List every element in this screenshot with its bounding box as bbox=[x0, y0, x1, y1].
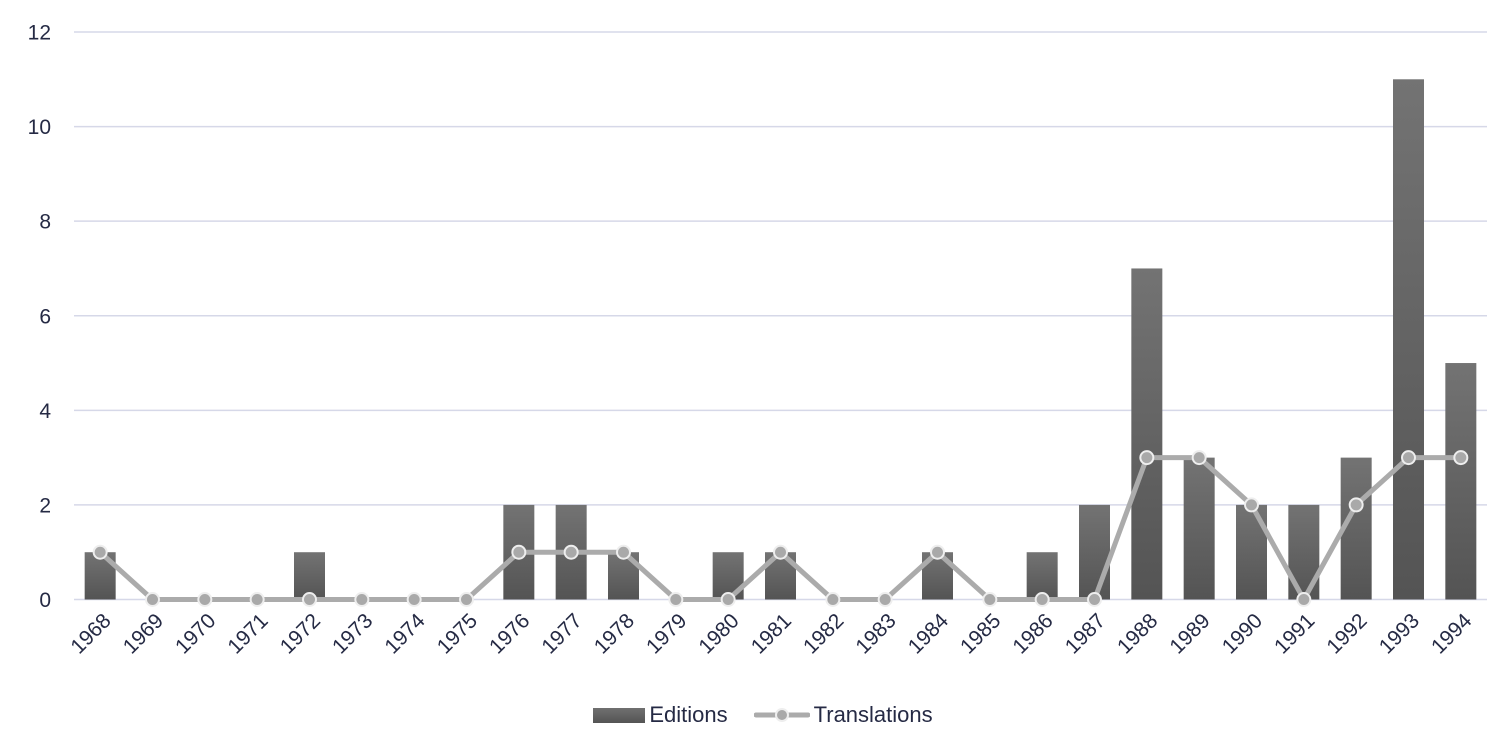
marker-translations bbox=[1348, 497, 1364, 513]
bar-editions bbox=[294, 552, 325, 600]
marker-translations bbox=[1296, 592, 1312, 607]
y-axis: 0 2 4 6 8 10 12 bbox=[28, 22, 52, 613]
y-tick-label: 0 bbox=[39, 589, 51, 612]
x-tick-label: 1977 bbox=[537, 609, 586, 658]
marker-translations bbox=[145, 592, 160, 607]
translations-line bbox=[92, 450, 1469, 607]
marker-translations bbox=[249, 592, 265, 607]
x-tick-label: 1981 bbox=[747, 609, 796, 658]
marker-translations bbox=[616, 544, 631, 560]
x-axis: 1968 1969 1970 1971 1972 1973 1974 1975 1976 1977… bbox=[66, 609, 1476, 659]
bar-editions bbox=[1131, 268, 1163, 600]
marker-translations bbox=[354, 592, 370, 607]
marker-translations bbox=[1034, 592, 1050, 607]
y-tick-label: 4 bbox=[39, 400, 51, 423]
marker-translations bbox=[930, 544, 945, 560]
editions-bars bbox=[84, 79, 1477, 600]
marker-translations bbox=[1087, 592, 1102, 607]
marker-translations bbox=[511, 544, 527, 560]
x-tick-label: 1991 bbox=[1270, 609, 1319, 658]
x-tick-label: 1986 bbox=[1008, 609, 1057, 658]
x-tick-label: 1988 bbox=[1113, 609, 1162, 658]
x-tick-label: 1989 bbox=[1165, 609, 1214, 658]
legend-label-translations: Translations bbox=[813, 702, 933, 727]
marker-translations bbox=[563, 544, 579, 560]
x-tick-label: 1992 bbox=[1322, 609, 1371, 658]
x-tick-label: 1982 bbox=[799, 609, 848, 658]
x-tick-label: 1969 bbox=[119, 609, 168, 658]
marker-translations bbox=[720, 592, 736, 607]
marker-translations bbox=[1139, 450, 1155, 466]
bar-editions bbox=[1079, 504, 1110, 600]
bar-editions bbox=[1026, 552, 1058, 600]
y-tick-label: 8 bbox=[39, 211, 51, 234]
x-tick-label: 1968 bbox=[66, 609, 115, 658]
marker-translations bbox=[668, 592, 684, 607]
line-marker-swatch-icon bbox=[753, 708, 810, 722]
legend: Editions Translations bbox=[0, 702, 1506, 728]
marker-translations bbox=[1191, 450, 1207, 466]
x-tick-label: 1976 bbox=[485, 609, 534, 658]
x-tick-label: 1974 bbox=[380, 609, 430, 659]
bar-swatch-icon bbox=[593, 707, 646, 723]
y-tick-label: 10 bbox=[28, 116, 51, 139]
x-tick-label: 1984 bbox=[904, 609, 954, 659]
y-tick-label: 2 bbox=[39, 494, 51, 517]
marker-translations bbox=[825, 592, 841, 607]
x-tick-label: 1973 bbox=[328, 609, 377, 658]
marker-translations bbox=[92, 544, 108, 560]
marker-translations bbox=[773, 544, 788, 560]
bar-editions bbox=[1288, 504, 1320, 600]
bar-editions bbox=[1183, 457, 1215, 600]
legend-label-editions: Editions bbox=[649, 702, 728, 727]
y-tick-label: 12 bbox=[28, 22, 51, 45]
x-tick-label: 1987 bbox=[1061, 609, 1110, 658]
y-tick-label: 6 bbox=[39, 305, 51, 328]
legend-item-editions[interactable]: Editions bbox=[593, 702, 728, 728]
marker-translations bbox=[982, 592, 998, 607]
marker-translations bbox=[302, 592, 317, 607]
x-tick-label: 1979 bbox=[642, 609, 691, 658]
x-tick-label: 1990 bbox=[1218, 609, 1267, 658]
x-tick-label: 1970 bbox=[171, 609, 220, 658]
bar-editions bbox=[1393, 79, 1424, 600]
marker-translations bbox=[877, 592, 893, 607]
x-tick-label: 1972 bbox=[276, 609, 325, 658]
marker-translations bbox=[1453, 450, 1469, 466]
x-tick-label: 1975 bbox=[433, 609, 482, 658]
x-tick-label: 1980 bbox=[694, 609, 743, 658]
marker-translations bbox=[1401, 450, 1416, 466]
gridlines bbox=[74, 31, 1487, 601]
marker-translations bbox=[1244, 497, 1259, 513]
x-tick-label: 1994 bbox=[1427, 609, 1477, 659]
x-tick-label: 1971 bbox=[223, 609, 272, 658]
marker-translations bbox=[197, 592, 213, 607]
x-tick-label: 1985 bbox=[956, 609, 1005, 658]
x-tick-label: 1983 bbox=[851, 609, 900, 658]
x-tick-label: 1978 bbox=[590, 609, 639, 658]
x-tick-label: 1993 bbox=[1375, 609, 1424, 658]
marker-translations bbox=[459, 592, 474, 607]
marker-translations bbox=[406, 592, 422, 607]
bar-editions bbox=[1445, 363, 1477, 600]
legend-item-translations[interactable]: Translations bbox=[753, 702, 933, 728]
bar-editions bbox=[1236, 504, 1267, 600]
